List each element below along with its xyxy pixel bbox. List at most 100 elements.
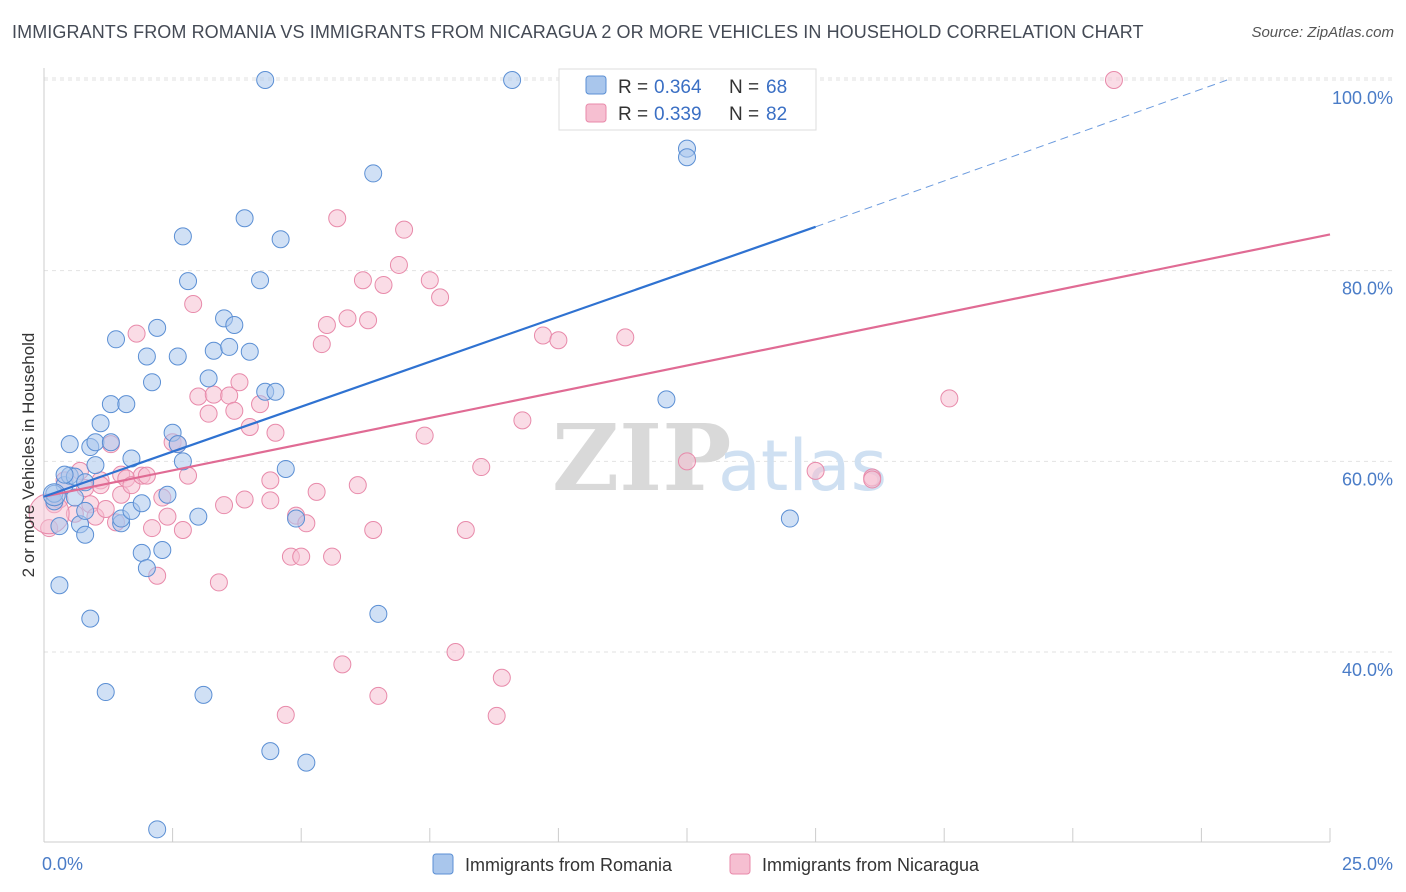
nicaragua-point-72 bbox=[513, 411, 532, 430]
watermark-atlas: atlas bbox=[718, 425, 887, 507]
romania-point-49 bbox=[240, 342, 259, 361]
romania-point-46 bbox=[220, 337, 239, 356]
romania-point-64 bbox=[678, 148, 696, 167]
romania-point-17 bbox=[96, 683, 115, 702]
nicaragua-point-34 bbox=[215, 496, 234, 515]
nicaragua-point-73 bbox=[533, 326, 552, 345]
grid-lines bbox=[44, 77, 1392, 653]
romania-point-38 bbox=[173, 227, 192, 246]
y-tick-label-2: 80.0% bbox=[1342, 279, 1393, 299]
nicaragua-point-74 bbox=[549, 331, 568, 350]
romania-point-10 bbox=[76, 525, 95, 544]
romania-point-31 bbox=[148, 820, 167, 839]
romania-point-43 bbox=[199, 369, 218, 388]
bottom-legend-nicaragua-label: Immigrants from Nicaragua bbox=[762, 855, 980, 875]
nicaragua-point-44 bbox=[276, 705, 295, 724]
nicaragua-trend-line bbox=[43, 233, 1331, 498]
axes bbox=[43, 68, 1331, 843]
nicaragua-point-80 bbox=[940, 389, 959, 408]
legend-nicaragua-n-label: N = bbox=[729, 104, 759, 125]
trend-lines bbox=[43, 79, 1331, 498]
romania-point-13 bbox=[81, 609, 100, 628]
y-axis-label: 2 or more Vehicles in Household bbox=[19, 333, 38, 578]
nicaragua-point-42 bbox=[261, 491, 280, 510]
romania-point-28 bbox=[137, 347, 156, 366]
nicaragua-point-43 bbox=[266, 423, 285, 442]
x-tick-label-max: 25.0% bbox=[1342, 854, 1393, 874]
legend-romania-n-value: 68 bbox=[766, 77, 787, 98]
romania-point-56 bbox=[276, 459, 295, 478]
nicaragua-point-30 bbox=[189, 387, 208, 406]
nicaragua-point-61 bbox=[374, 275, 393, 294]
legend-romania-r-value: 0.364 bbox=[654, 77, 702, 98]
nicaragua-point-81 bbox=[1104, 71, 1123, 89]
nicaragua-point-33 bbox=[209, 573, 228, 592]
nicaragua-point-11 bbox=[96, 500, 115, 518]
bottom-legend: Immigrants from Romania Immigrants from … bbox=[432, 853, 980, 875]
nicaragua-point-53 bbox=[328, 209, 347, 228]
nicaragua-point-32 bbox=[204, 385, 223, 404]
romania-point-40 bbox=[179, 272, 198, 291]
nicaragua-point-63 bbox=[395, 220, 414, 239]
nicaragua-point-29 bbox=[184, 295, 203, 314]
romania-point-61 bbox=[503, 71, 522, 89]
romania-point-26 bbox=[132, 494, 151, 513]
romania-trend-dashed bbox=[815, 79, 1228, 228]
legend-swatch-nicaragua bbox=[585, 103, 607, 123]
romania-point-47 bbox=[225, 316, 244, 335]
nicaragua-point-62 bbox=[389, 255, 408, 274]
legend-nicaragua-n-value: 82 bbox=[766, 104, 787, 125]
romania-point-19 bbox=[101, 395, 120, 414]
romania-point-32 bbox=[148, 318, 167, 337]
nicaragua-point-36 bbox=[225, 401, 244, 420]
series-romania-points bbox=[42, 71, 799, 839]
romania-point-58 bbox=[297, 753, 316, 772]
romania-point-14 bbox=[86, 433, 105, 452]
legend-romania-n-label: N = bbox=[729, 77, 759, 98]
nicaragua-point-64 bbox=[415, 426, 434, 445]
chart-title: IMMIGRANTS FROM ROMANIA VS IMMIGRANTS FR… bbox=[12, 22, 1144, 42]
x-tick-labels: 0.0% 25.0% bbox=[42, 854, 1393, 874]
romania-point-15 bbox=[86, 456, 105, 475]
bottom-legend-swatch-nicaragua bbox=[729, 853, 751, 875]
romania-point-20 bbox=[107, 330, 126, 349]
romania-point-41 bbox=[189, 507, 208, 526]
romania-point-52 bbox=[256, 71, 275, 89]
romania-point-30 bbox=[143, 373, 162, 392]
romania-point-33 bbox=[153, 540, 172, 559]
romania-point-27 bbox=[132, 543, 151, 562]
nicaragua-point-18 bbox=[127, 324, 146, 343]
romania-point-34 bbox=[158, 485, 177, 504]
romania-point-54 bbox=[266, 382, 285, 401]
nicaragua-point-52 bbox=[323, 547, 342, 566]
y-tick-labels: 40.0% 60.0% 80.0% 100.0% bbox=[1332, 88, 1393, 680]
legend-nicaragua-r-value: 0.339 bbox=[654, 104, 702, 125]
romania-trend-line bbox=[43, 225, 816, 498]
legend-nicaragua-r-label: R = bbox=[618, 104, 648, 125]
nicaragua-point-51 bbox=[317, 316, 336, 335]
romania-point-57 bbox=[287, 509, 306, 528]
nicaragua-point-70 bbox=[487, 706, 506, 725]
top-legend: R = 0.364 N = 68 R = 0.339 N = 82 bbox=[558, 68, 817, 131]
romania-point-9 bbox=[76, 501, 95, 520]
y-tick-label-3: 100.0% bbox=[1332, 88, 1393, 108]
bottom-legend-romania-label: Immigrants from Romania bbox=[465, 855, 673, 875]
legend-swatch-romania bbox=[585, 75, 607, 95]
nicaragua-point-49 bbox=[307, 482, 326, 501]
romania-point-48 bbox=[235, 209, 254, 228]
nicaragua-point-55 bbox=[338, 309, 357, 328]
x-tick-label-min: 0.0% bbox=[42, 854, 83, 874]
romania-point-1 bbox=[50, 517, 69, 536]
nicaragua-point-24 bbox=[158, 507, 177, 526]
nicaragua-point-31 bbox=[199, 404, 218, 423]
nicaragua-point-60 bbox=[369, 686, 388, 705]
romania-point-18 bbox=[101, 433, 120, 452]
nicaragua-point-50 bbox=[312, 335, 331, 354]
nicaragua-point-75 bbox=[616, 328, 635, 347]
nicaragua-point-37 bbox=[230, 373, 249, 392]
nicaragua-point-56 bbox=[348, 476, 367, 495]
nicaragua-point-59 bbox=[364, 520, 383, 539]
romania-point-59 bbox=[364, 164, 383, 183]
romania-point-65 bbox=[780, 509, 799, 528]
